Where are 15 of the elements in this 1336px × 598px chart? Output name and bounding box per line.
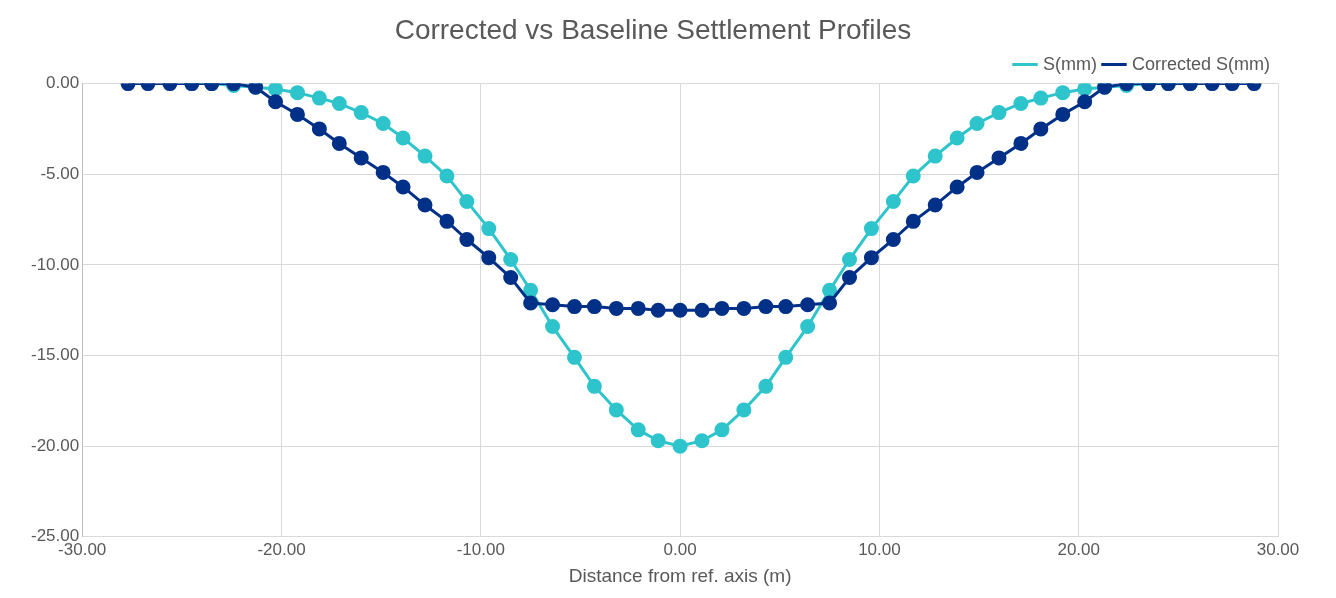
x-tick-label: 0.00 — [663, 539, 697, 559]
x-tick-label: 20.00 — [1057, 539, 1100, 559]
y-tick-label: 0.00 — [46, 73, 80, 93]
x-tick-label: 30.00 — [1256, 539, 1300, 559]
y-tick-label: -10.00 — [31, 254, 80, 274]
x-tick-label: -10.00 — [456, 539, 505, 559]
x-axis-title: Distance from ref. axis (m) — [568, 564, 792, 586]
chart-title: Corrected vs Baseline Settlement Profiles — [394, 13, 912, 45]
y-tick-label: -15.00 — [31, 345, 80, 365]
x-tick-label: -20.00 — [257, 539, 306, 559]
y-tick-label: -20.00 — [31, 435, 80, 455]
y-tick-label: -5.00 — [40, 163, 80, 183]
x-tick-label: 10.00 — [858, 539, 901, 559]
legend-label: Corrected S(mm) — [1131, 53, 1270, 74]
legend-label: S(mm) — [1043, 53, 1097, 74]
